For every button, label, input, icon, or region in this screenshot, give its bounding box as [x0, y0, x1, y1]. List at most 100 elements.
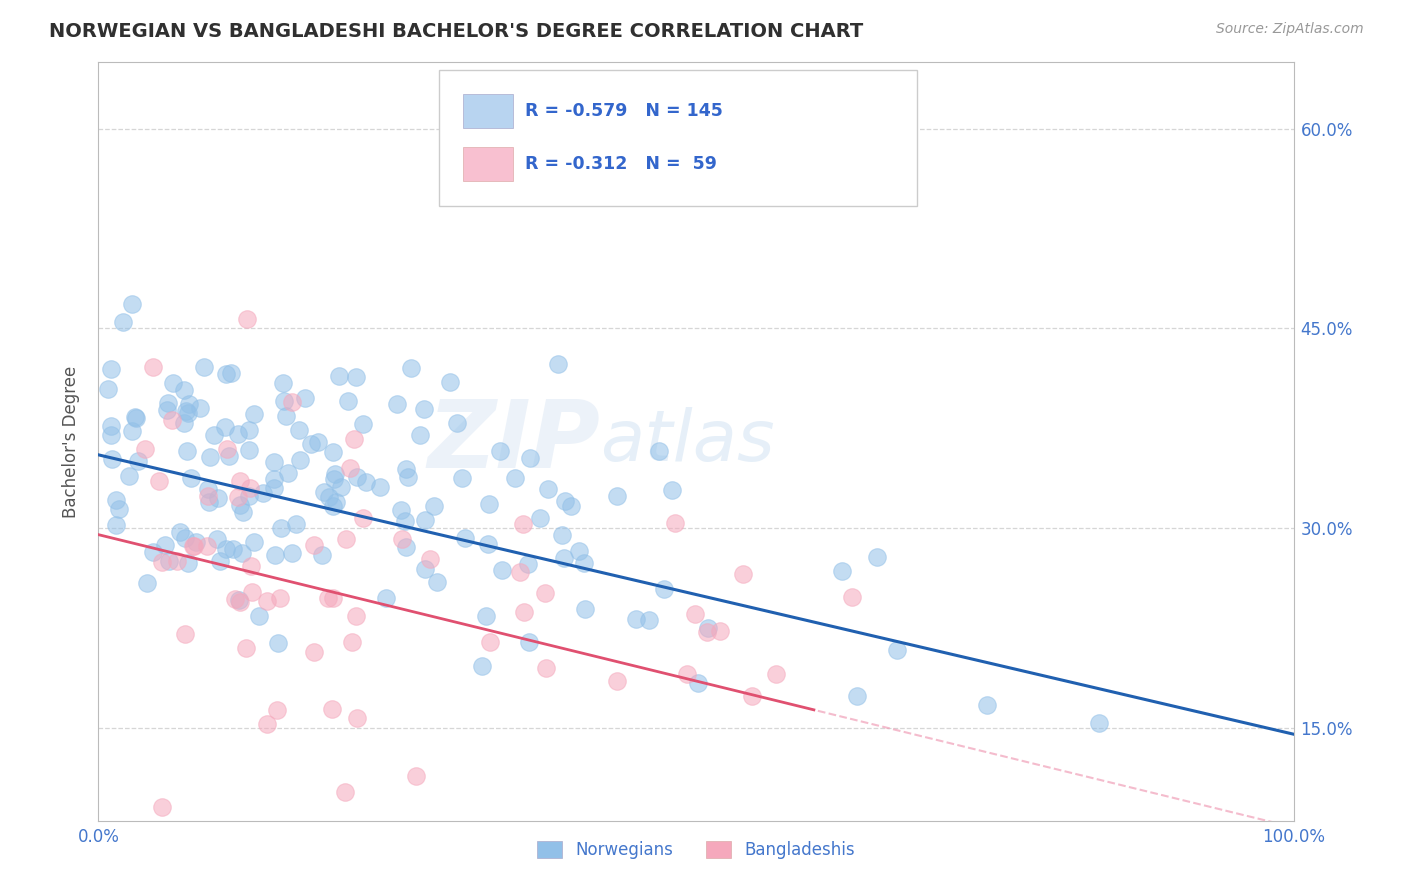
- FancyBboxPatch shape: [439, 70, 917, 207]
- Point: [550, 528, 572, 542]
- Point: [489, 444, 512, 458]
- Point: [394, 514, 416, 528]
- Point: [104, 518, 127, 533]
- Point: [238, 489, 260, 503]
- Point: [155, 538, 177, 552]
- Point: [118, 469, 141, 483]
- Point: [503, 471, 526, 485]
- Point: [624, 611, 647, 625]
- Point: [337, 393, 360, 408]
- Point: [696, 622, 718, 636]
- Point: [451, 471, 474, 485]
- Point: [709, 624, 731, 638]
- Text: R = -0.312   N =  59: R = -0.312 N = 59: [524, 155, 717, 173]
- Point: [142, 544, 165, 558]
- Point: [686, 676, 709, 690]
- Point: [197, 489, 219, 503]
- Point: [136, 576, 159, 591]
- Point: [344, 370, 367, 384]
- Point: [148, 474, 170, 488]
- Point: [405, 769, 427, 783]
- Point: [238, 424, 260, 438]
- Point: [419, 552, 441, 566]
- Point: [426, 575, 449, 590]
- Point: [162, 376, 184, 390]
- Point: [606, 673, 628, 688]
- Point: [252, 485, 274, 500]
- Point: [314, 485, 336, 500]
- Point: [318, 591, 340, 605]
- Point: [343, 432, 366, 446]
- Point: [606, 489, 628, 503]
- Point: [529, 511, 551, 525]
- Point: [157, 396, 180, 410]
- Point: [572, 557, 595, 571]
- Point: [288, 423, 311, 437]
- Point: [134, 442, 156, 456]
- Point: [323, 467, 346, 481]
- Point: [173, 417, 195, 431]
- Point: [731, 566, 754, 581]
- Point: [190, 401, 212, 416]
- Point: [333, 785, 356, 799]
- Point: [865, 550, 887, 565]
- Text: Source: ZipAtlas.com: Source: ZipAtlas.com: [1216, 22, 1364, 37]
- FancyBboxPatch shape: [463, 94, 513, 128]
- Point: [330, 480, 353, 494]
- Point: [197, 482, 219, 496]
- Point: [322, 591, 344, 605]
- Point: [325, 495, 347, 509]
- Point: [177, 397, 200, 411]
- Point: [177, 556, 200, 570]
- Point: [157, 554, 180, 568]
- Point: [176, 404, 198, 418]
- Point: [235, 641, 257, 656]
- Point: [238, 442, 260, 457]
- Point: [661, 483, 683, 497]
- Point: [401, 361, 423, 376]
- Point: [266, 636, 288, 650]
- Point: [266, 703, 288, 717]
- Point: [409, 428, 432, 442]
- Point: [387, 397, 409, 411]
- Point: [554, 493, 576, 508]
- Point: [271, 376, 294, 391]
- Point: [396, 470, 419, 484]
- Point: [346, 711, 368, 725]
- Point: [169, 524, 191, 539]
- Point: [574, 602, 596, 616]
- Point: [415, 513, 437, 527]
- Point: [478, 635, 501, 649]
- Point: [831, 565, 853, 579]
- Point: [517, 635, 540, 649]
- Point: [219, 366, 242, 380]
- Point: [322, 499, 344, 513]
- Point: [412, 402, 434, 417]
- Point: [696, 625, 718, 640]
- Point: [142, 360, 165, 375]
- Point: [270, 521, 292, 535]
- Point: [198, 494, 221, 508]
- Point: [647, 443, 669, 458]
- Point: [256, 716, 278, 731]
- Point: [375, 591, 398, 605]
- Point: [439, 375, 461, 389]
- Point: [304, 645, 326, 659]
- Point: [214, 420, 236, 434]
- Text: R = -0.579   N = 145: R = -0.579 N = 145: [524, 102, 723, 120]
- Point: [534, 661, 557, 675]
- Point: [231, 546, 253, 560]
- Point: [217, 442, 239, 456]
- Point: [477, 536, 499, 550]
- Point: [226, 490, 249, 504]
- Point: [321, 702, 343, 716]
- Point: [256, 594, 278, 608]
- Point: [302, 538, 325, 552]
- Point: [475, 609, 498, 624]
- Point: [243, 535, 266, 549]
- Point: [160, 413, 183, 427]
- Point: [242, 407, 264, 421]
- Point: [198, 450, 221, 465]
- Point: [107, 502, 129, 516]
- Point: [322, 444, 344, 458]
